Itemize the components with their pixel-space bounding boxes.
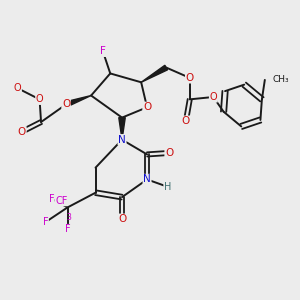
Text: F: F — [43, 217, 48, 227]
Text: O: O — [182, 116, 190, 126]
Polygon shape — [65, 95, 91, 107]
Text: O: O — [62, 99, 70, 110]
Text: F: F — [49, 194, 54, 204]
Text: O: O — [143, 102, 151, 112]
Text: O: O — [165, 148, 173, 158]
Polygon shape — [141, 65, 167, 82]
Text: O: O — [186, 73, 194, 83]
Text: F: F — [65, 224, 70, 235]
Text: CF: CF — [55, 196, 68, 206]
Text: O: O — [36, 94, 43, 104]
Text: H: H — [164, 182, 171, 192]
Polygon shape — [119, 118, 125, 140]
Text: O: O — [209, 92, 217, 102]
Text: CH₃: CH₃ — [272, 75, 289, 84]
Text: N: N — [118, 135, 126, 145]
Text: F: F — [100, 46, 106, 56]
Text: N: N — [143, 174, 151, 184]
Text: O: O — [14, 83, 21, 93]
Text: O: O — [118, 214, 126, 224]
Text: O: O — [18, 127, 26, 137]
Text: 3: 3 — [67, 213, 71, 222]
